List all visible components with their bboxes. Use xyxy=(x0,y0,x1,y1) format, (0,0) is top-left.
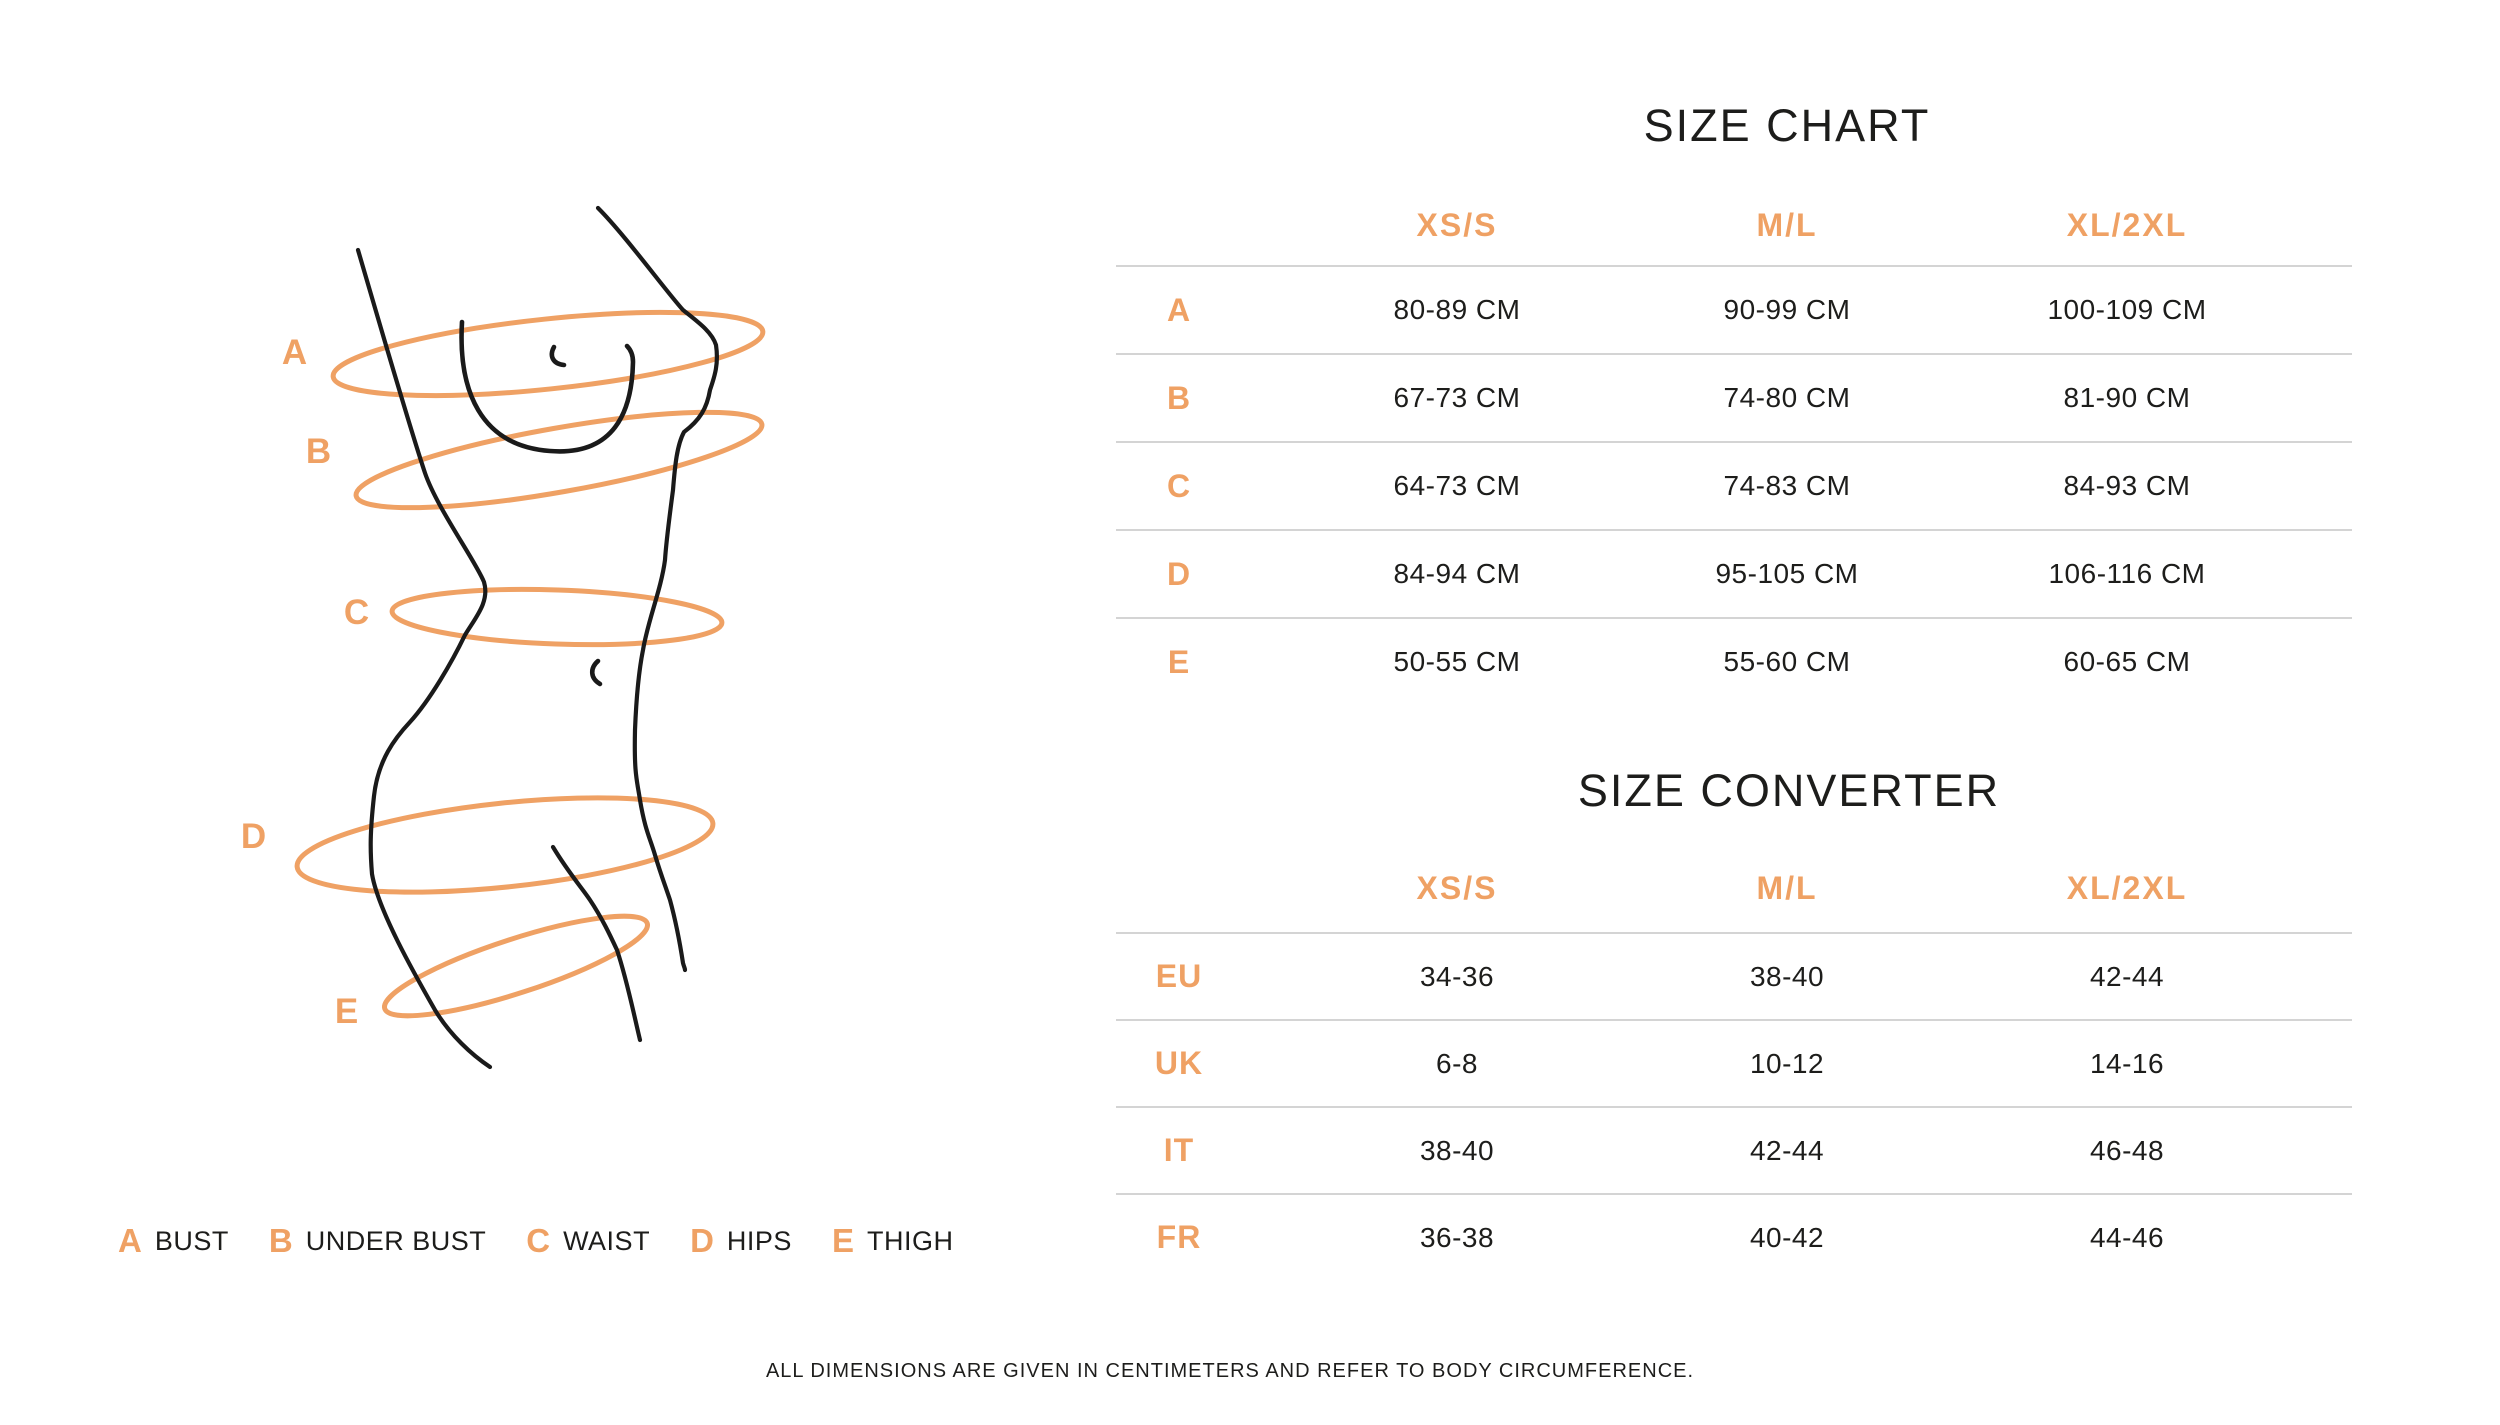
size-value: 38-40 xyxy=(1672,932,1902,1019)
size-value: 90-99 CM xyxy=(1672,265,1902,353)
waist-measure-ellipse xyxy=(389,586,725,648)
legend-item: D HIPS xyxy=(690,1222,792,1260)
size-value: 55-60 CM xyxy=(1672,617,1902,705)
size-value: 40-42 xyxy=(1672,1193,1902,1280)
hips-measure-ellipse xyxy=(294,795,716,895)
legend-letter: B xyxy=(268,1222,293,1259)
measurement-legend: A BUST B UNDER BUST C WAIST D HIPS E THIGH xyxy=(118,1222,953,1260)
size-value: 46-48 xyxy=(1902,1106,2352,1193)
legend-item: C WAIST xyxy=(526,1222,650,1260)
size-value: 42-44 xyxy=(1902,932,2352,1019)
size-value: 80-89 CM xyxy=(1242,265,1672,353)
row-label: A xyxy=(1116,265,1242,353)
header-spacer xyxy=(1116,845,1242,932)
figure-marker-a: A xyxy=(282,333,308,372)
size-converter-title: SIZE CONVERTER xyxy=(1577,765,2001,816)
size-value: 10-12 xyxy=(1672,1019,1902,1106)
size-value: 74-83 CM xyxy=(1672,441,1902,529)
size-value: 106-116 CM xyxy=(1902,529,2352,617)
size-value: 6-8 xyxy=(1242,1019,1672,1106)
legend-letter: D xyxy=(690,1222,714,1259)
legend-item: B UNDER BUST xyxy=(269,1222,486,1260)
legend-letter: C xyxy=(526,1222,551,1259)
size-value: 74-80 CM xyxy=(1672,353,1902,441)
bust-measure-ellipse xyxy=(330,310,766,398)
legend-label: BUST xyxy=(154,1225,229,1256)
size-value: 100-109 CM xyxy=(1902,265,2352,353)
figure-marker-e: E xyxy=(335,992,359,1031)
column-header: XL/2XL xyxy=(2066,870,2188,906)
nipple-mark xyxy=(549,344,567,368)
thigh-measure-ellipse xyxy=(381,913,651,1019)
legend-label: HIPS xyxy=(726,1225,792,1256)
body-outline-left xyxy=(355,247,493,1070)
figure-marker-b: B xyxy=(306,432,332,471)
size-chart-title: SIZE CHART xyxy=(1643,100,1931,151)
row-label: FR xyxy=(1116,1193,1242,1280)
row-label: C xyxy=(1116,441,1242,529)
legend-label: UNDER BUST xyxy=(305,1225,487,1256)
size-value: 95-105 CM xyxy=(1672,529,1902,617)
body-measurement-figure: A B C D E xyxy=(241,205,766,1070)
navel-mark xyxy=(589,658,603,687)
legend-label: THIGH xyxy=(866,1225,954,1256)
size-value: 84-93 CM xyxy=(1902,441,2352,529)
row-label: B xyxy=(1116,353,1242,441)
legend-item: A BUST xyxy=(118,1222,229,1260)
size-value: 50-55 CM xyxy=(1242,617,1672,705)
size-value: 34-36 xyxy=(1242,932,1672,1019)
size-value: 44-46 xyxy=(1902,1193,2352,1280)
column-header: XL/2XL xyxy=(2066,207,2188,243)
size-value: 81-90 CM xyxy=(1902,353,2352,441)
figure-marker-c: C xyxy=(344,593,370,632)
size-value: 64-73 CM xyxy=(1242,441,1672,529)
breast-curve xyxy=(459,319,636,454)
legend-item: E THIGH xyxy=(832,1222,954,1260)
row-label: EU xyxy=(1116,932,1242,1019)
legend-letter: E xyxy=(831,1222,854,1259)
header-spacer xyxy=(1116,186,1242,265)
size-value: 84-94 CM xyxy=(1242,529,1672,617)
size-value: 42-44 xyxy=(1672,1106,1902,1193)
size-chart-table: XS/S M/L XL/2XL A 80-89 CM 90-99 CM 100-109 CM… xyxy=(1116,186,2352,705)
row-label: IT xyxy=(1116,1106,1242,1193)
size-value: 36-38 xyxy=(1242,1193,1672,1280)
column-header: XS/S xyxy=(1416,870,1498,906)
column-header: XS/S xyxy=(1416,207,1498,243)
size-value: 60-65 CM xyxy=(1902,617,2352,705)
row-label: E xyxy=(1116,617,1242,705)
body-outline-right xyxy=(595,205,719,973)
size-value: 38-40 xyxy=(1242,1106,1672,1193)
size-value: 67-73 CM xyxy=(1242,353,1672,441)
row-label: UK xyxy=(1116,1019,1242,1106)
underbust-measure-ellipse xyxy=(353,409,765,511)
size-value: 14-16 xyxy=(1902,1019,2352,1106)
column-header: M/L xyxy=(1756,870,1818,906)
legend-letter: A xyxy=(118,1222,142,1259)
figure-marker-d: D xyxy=(241,817,267,856)
column-header: M/L xyxy=(1756,207,1818,243)
legend-label: WAIST xyxy=(563,1225,651,1256)
footer-note: ALL DIMENSIONS ARE GIVEN IN CENTIMETERS … xyxy=(765,1360,1695,1382)
inner-thigh-line xyxy=(550,844,643,1043)
size-converter-table: XS/S M/L XL/2XL EU 34-36 38-40 42-44 UK 6-8 10-12… xyxy=(1116,845,2352,1280)
row-label: D xyxy=(1116,529,1242,617)
